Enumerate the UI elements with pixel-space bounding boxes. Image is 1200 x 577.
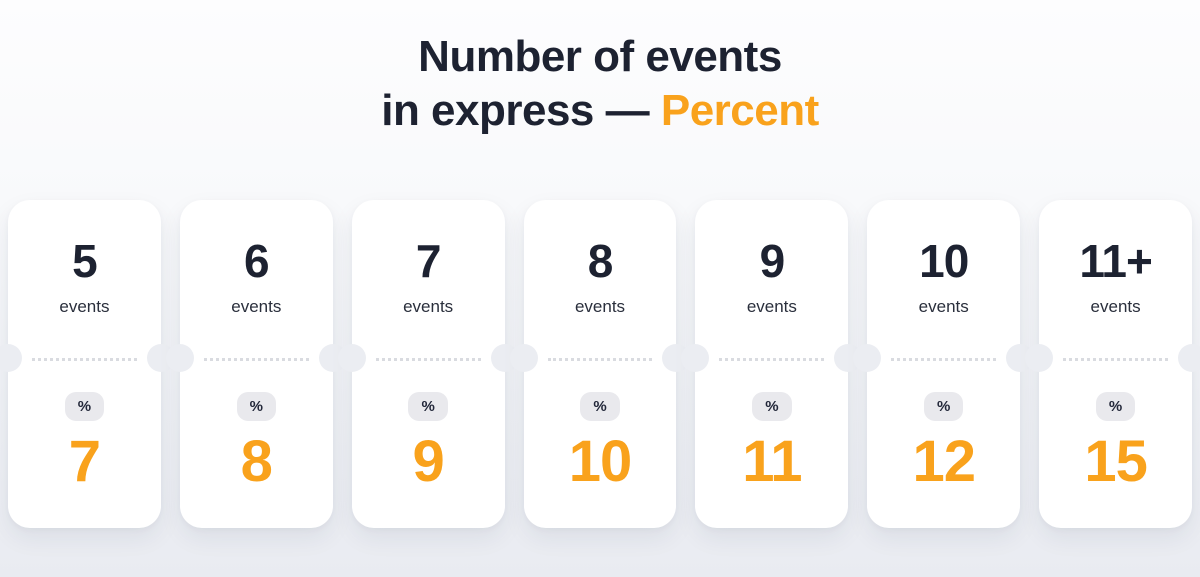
event-card-11plus: 11+ events % 15 — [1025, 200, 1200, 528]
percent-value: 9 — [412, 429, 445, 494]
percent-badge: % — [408, 392, 448, 421]
card-top-section: 7 events — [352, 200, 505, 358]
dotted-divider — [32, 358, 137, 361]
dotted-divider — [891, 358, 997, 361]
event-count: 8 — [587, 235, 614, 287]
event-count: 11+ — [1079, 235, 1152, 287]
ticket-notch-right — [1178, 344, 1200, 372]
event-unit-label: events — [574, 297, 626, 316]
percent-value: 7 — [68, 429, 101, 494]
event-card-7: 7 events % 9 — [337, 200, 519, 528]
event-card-5: 5 events % 7 — [0, 200, 175, 528]
card-bottom-section: % 7 — [8, 361, 161, 528]
percent-value: 15 — [1084, 429, 1148, 494]
dotted-divider — [203, 358, 309, 361]
card-top-section: 5 events — [8, 200, 161, 358]
card-bottom-section: % 10 — [524, 361, 677, 528]
dotted-divider — [1063, 358, 1169, 361]
card-top-section: 10 events — [867, 200, 1020, 358]
card-bottom-section: % 15 — [1039, 361, 1192, 528]
percent-badge: % — [236, 392, 276, 421]
page-title: Number of events in express — Percent — [0, 30, 1200, 138]
ticket-notch-left — [0, 344, 22, 372]
event-count: 9 — [759, 235, 786, 287]
title-line-2: in express — Percent — [0, 84, 1200, 138]
event-count: 10 — [919, 235, 969, 287]
title-line-1: Number of events — [418, 32, 782, 81]
card-top-section: 6 events — [180, 200, 333, 358]
event-card-10: 10 events % 12 — [853, 200, 1035, 528]
percent-value: 12 — [912, 429, 976, 494]
card-bottom-section: % 12 — [867, 361, 1020, 528]
event-card-6: 6 events % 8 — [165, 200, 347, 528]
card-bottom-section: % 9 — [352, 361, 505, 528]
card-top-section: 9 events — [695, 200, 848, 358]
ticket-notch-left — [509, 344, 538, 372]
percent-badge: % — [924, 392, 964, 421]
percent-badge: % — [64, 392, 105, 421]
percent-value: 11 — [742, 429, 802, 494]
event-unit-label: events — [746, 297, 797, 316]
title-line-2-prefix: in express — — [381, 86, 661, 135]
event-unit-label: events — [59, 297, 110, 316]
card-top-section: 11+ events — [1039, 200, 1192, 358]
title-line-2-highlight: Percent — [660, 86, 819, 135]
dotted-divider — [547, 358, 653, 361]
event-unit-label: events — [403, 297, 454, 316]
dotted-divider — [719, 358, 825, 361]
ticket-notch-left — [165, 344, 194, 372]
event-unit-label: events — [918, 297, 969, 316]
card-bottom-section: % 8 — [180, 361, 333, 528]
event-count: 5 — [72, 235, 98, 287]
dotted-divider — [375, 358, 481, 361]
event-count: 6 — [243, 235, 270, 287]
ticket-notch-left — [853, 344, 882, 372]
percent-badge: % — [752, 392, 792, 421]
percent-badge: % — [1095, 392, 1136, 421]
ticket-notch-left — [337, 344, 366, 372]
ticket-notch-left — [1025, 344, 1054, 372]
event-card-8: 8 events % 10 — [509, 200, 691, 528]
card-bottom-section: % 11 — [695, 361, 848, 528]
event-unit-label: events — [1090, 297, 1141, 316]
event-count: 7 — [415, 235, 442, 287]
ticket-notch-left — [681, 344, 710, 372]
event-cards-row: 5 events % 7 6 events % 8 — [0, 200, 1200, 528]
percent-badge: % — [580, 392, 620, 421]
event-unit-label: events — [231, 297, 282, 316]
percent-value: 10 — [568, 429, 633, 494]
card-top-section: 8 events — [524, 200, 677, 358]
event-card-9: 9 events % 11 — [681, 200, 863, 528]
percent-value: 8 — [240, 429, 273, 494]
